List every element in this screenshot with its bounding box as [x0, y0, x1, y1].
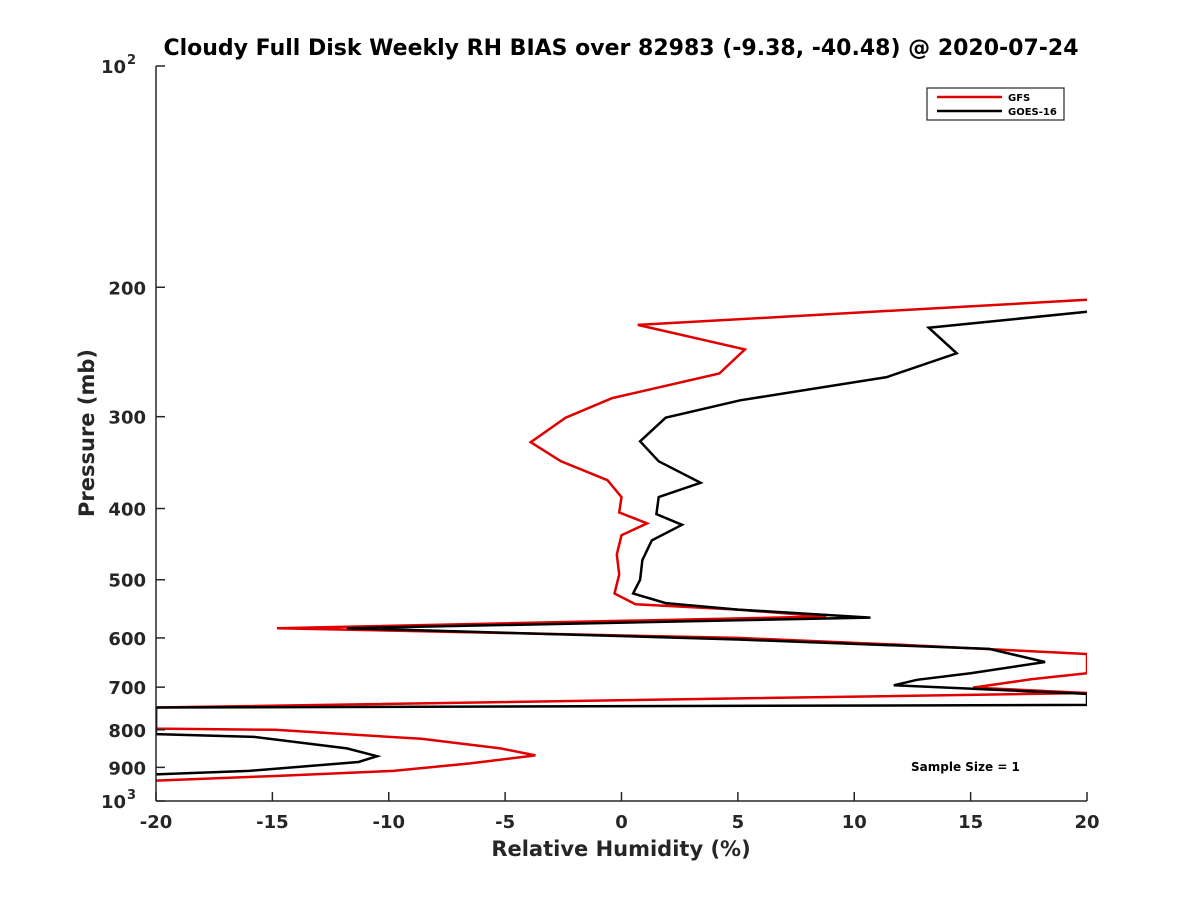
legend-label-gfs: GFS — [1008, 93, 1030, 104]
y-tick-label: 700 — [108, 678, 146, 699]
x-tick-label: 0 — [615, 812, 628, 833]
series-line-goes-16 — [156, 310, 1087, 776]
y-tick-label: 400 — [108, 500, 146, 521]
y-tick-label: 900 — [108, 758, 146, 779]
series-line-gfs — [156, 298, 1087, 782]
x-tick-label: -20 — [140, 812, 173, 833]
legend-box — [926, 87, 1065, 121]
y-tick-label: 10 — [101, 792, 126, 813]
x-tick-label: -5 — [495, 812, 515, 833]
y-tick-label: 200 — [108, 278, 146, 299]
legend: GFS GOES-16 — [926, 87, 1065, 121]
x-tick-label: 15 — [958, 812, 983, 833]
x-tick-label: 10 — [842, 812, 867, 833]
x-tick-label: 20 — [1074, 812, 1099, 833]
y-tick-label: 600 — [108, 629, 146, 650]
chart-title: Cloudy Full Disk Weekly RH BIAS over 829… — [163, 36, 1078, 61]
y-tick-label: 500 — [108, 571, 146, 592]
x-tick-label: 5 — [732, 812, 745, 833]
y-tick-label: 800 — [108, 721, 146, 742]
y-axis-title: Pressure (mb) — [75, 349, 99, 517]
legend-label-goes16: GOES-16 — [1008, 107, 1057, 118]
sample-size-annotation: Sample Size = 1 — [911, 760, 1020, 774]
y-tick-label: 300 — [108, 408, 146, 429]
x-tick-label: -10 — [372, 812, 405, 833]
x-tick-label: -15 — [256, 812, 289, 833]
y-tick-label-exponent: 2 — [127, 53, 136, 68]
y-tick-label-exponent: 3 — [127, 788, 136, 803]
series-layer — [156, 298, 1087, 782]
y-tick-label: 10 — [101, 57, 126, 78]
x-axis-title: Relative Humidity (%) — [491, 837, 750, 861]
